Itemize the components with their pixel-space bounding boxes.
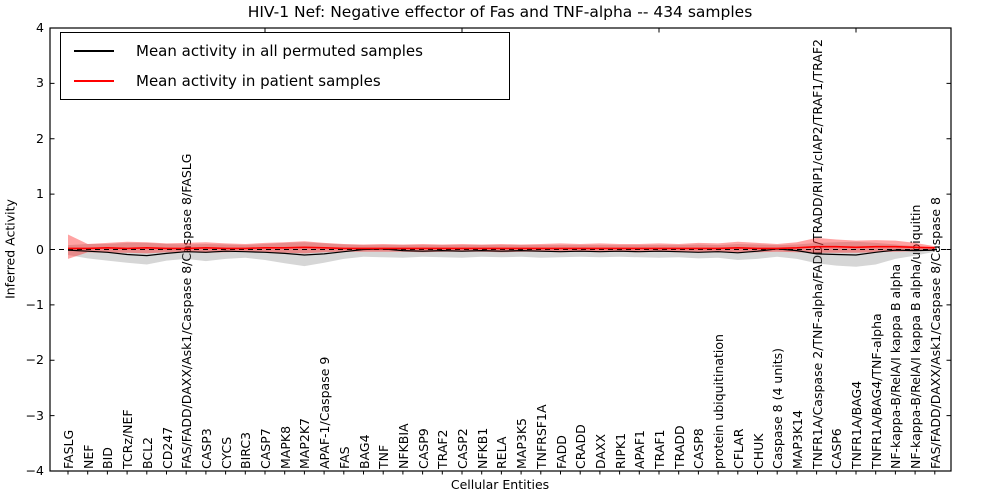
y-tick-label: −1 — [25, 297, 44, 313]
patient-line-swatch — [74, 80, 114, 82]
plot-frame — [49, 27, 952, 472]
y-tick-label: 0 — [36, 241, 44, 257]
legend-label-patient: Mean activity in patient samples — [136, 72, 381, 90]
y-tick-label: −4 — [25, 463, 44, 479]
x-axis-label: Cellular Entities — [450, 477, 550, 492]
permuted-line-swatch — [74, 50, 114, 52]
legend-label-permuted: Mean activity in all permuted samples — [136, 42, 423, 60]
legend-entry-patient: Mean activity in patient samples — [61, 66, 509, 96]
y-tick-label: −3 — [25, 407, 44, 423]
patient-mean-line — [68, 245, 935, 250]
permuted-mean-line — [67, 248, 935, 257]
legend: Mean activity in all permuted samples Me… — [60, 32, 510, 100]
y-tick-label: 4 — [36, 20, 44, 36]
y-tick-label: 3 — [36, 75, 44, 91]
y-tick-label: 2 — [36, 130, 44, 146]
y-tick-label: −2 — [25, 352, 44, 368]
legend-entry-permuted: Mean activity in all permuted samples — [61, 36, 509, 66]
y-tick-label: 1 — [36, 186, 44, 202]
